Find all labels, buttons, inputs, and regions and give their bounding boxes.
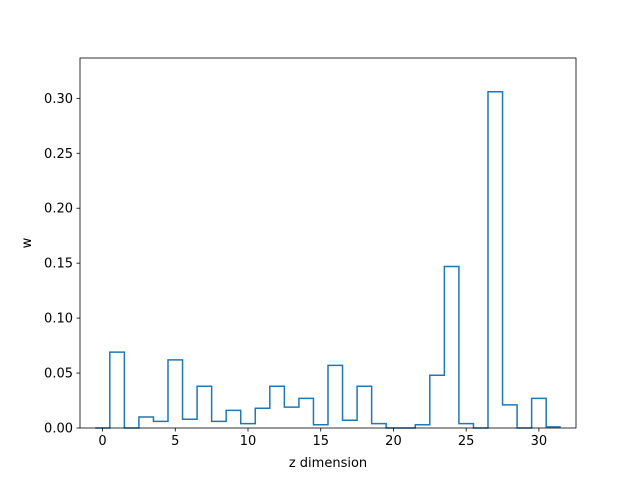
y-tick-label: 0.25 bbox=[44, 147, 73, 162]
y-tick-label: 0.10 bbox=[44, 312, 73, 327]
x-tick-label: 5 bbox=[171, 434, 179, 449]
y-axis-label: w bbox=[20, 237, 35, 248]
y-tick-label: 0.00 bbox=[44, 422, 73, 437]
x-tick-label: 15 bbox=[312, 434, 329, 449]
x-tick-label: 20 bbox=[385, 434, 402, 449]
y-tick-label: 0.05 bbox=[44, 367, 73, 382]
x-tick-label: 25 bbox=[458, 434, 475, 449]
x-tick-label: 10 bbox=[240, 434, 257, 449]
plot-frame bbox=[79, 57, 577, 429]
y-tick-label: 0.30 bbox=[44, 92, 73, 107]
y-axis-ticks: 0.00 0.05 0.10 0.15 0.20 0.25 0.30 bbox=[44, 92, 80, 437]
y-tick-label: 0.20 bbox=[44, 202, 73, 217]
x-axis-label: z dimension bbox=[289, 456, 367, 471]
y-tick-label: 0.15 bbox=[44, 257, 73, 272]
x-tick-label: 30 bbox=[531, 434, 548, 449]
x-axis-ticks: 0 5 10 15 20 25 30 bbox=[98, 428, 547, 449]
x-tick-label: 0 bbox=[98, 434, 106, 449]
